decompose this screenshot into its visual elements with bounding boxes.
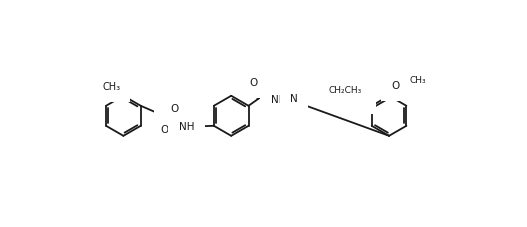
Text: CH₃: CH₃ — [102, 82, 120, 92]
Text: CH₃: CH₃ — [410, 76, 426, 85]
Text: O: O — [249, 78, 257, 88]
Text: N: N — [290, 94, 298, 104]
Text: NH: NH — [271, 95, 286, 105]
Text: O: O — [358, 94, 366, 104]
Text: CH₂CH₃: CH₂CH₃ — [329, 86, 362, 95]
Text: O: O — [171, 104, 179, 114]
Text: NH: NH — [179, 122, 194, 132]
Text: O: O — [160, 126, 168, 136]
Text: S: S — [166, 113, 173, 126]
Text: O: O — [392, 81, 400, 91]
